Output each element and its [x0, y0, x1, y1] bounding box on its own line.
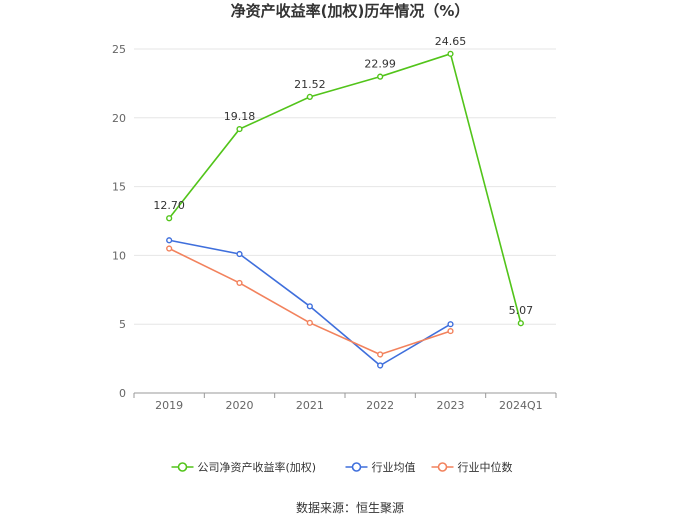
- data-point: [447, 327, 454, 335]
- data-point: [166, 215, 173, 222]
- y-tick-label-5: 5: [119, 318, 126, 331]
- series-0: [166, 50, 524, 327]
- y-tick-label-10: 10: [112, 249, 126, 262]
- grid-lines: [134, 48, 556, 325]
- data-point: [447, 321, 454, 328]
- y-tick-label-20: 20: [112, 112, 126, 125]
- y-tick-label-25: 25: [112, 43, 126, 56]
- data-point: [447, 50, 454, 57]
- legend-circle-icon: [437, 462, 448, 472]
- data-point: [306, 303, 313, 310]
- x-tick-label-2021: 2021: [296, 399, 324, 412]
- data-labels: 12.70 19.18 21.52 22.99 24.65 5.07: [153, 35, 533, 317]
- series-line-2: [168, 247, 451, 356]
- data-point: [517, 320, 524, 327]
- series-layer: [166, 50, 524, 369]
- x-tick-label-2024Q1: 2024Q1: [499, 399, 543, 412]
- data-point: [236, 250, 243, 258]
- x-tick-label-2020: 2020: [226, 399, 254, 412]
- data-label: 24.65: [435, 35, 467, 48]
- legend-label: 行业均值: [372, 461, 416, 474]
- legend-label: 行业中位数: [458, 460, 513, 474]
- data-label: 5.07: [509, 304, 534, 317]
- series-line-0: [168, 52, 522, 324]
- data-source: 数据来源：恒生聚源: [296, 500, 404, 515]
- x-tick-label-2023: 2023: [437, 399, 465, 412]
- legend-item-1[interactable]: 行业均值: [345, 461, 416, 474]
- data-point: [166, 245, 173, 252]
- data-point: [377, 362, 384, 369]
- data-point: [377, 351, 384, 358]
- series-2: [166, 245, 454, 358]
- y-axis: 0 5 10 15 20 25: [112, 43, 126, 400]
- data-point: [377, 73, 384, 80]
- legend[interactable]: 公司净资产收益率(加权) 行业均值 行业中位数: [171, 460, 513, 474]
- data-point: [236, 125, 243, 133]
- y-tick-label-0: 0: [119, 387, 126, 400]
- chart-title: 净资产收益率(加权)历年情况（%）: [231, 2, 470, 20]
- data-label: 12.70: [153, 199, 185, 212]
- legend-item-2[interactable]: 行业中位数: [431, 460, 513, 474]
- y-tick-label-15: 15: [112, 181, 126, 194]
- x-axis: 2019 2020 2021 2022 2023 2024Q1: [133, 392, 557, 412]
- data-point: [306, 319, 313, 326]
- series-1: [166, 237, 454, 369]
- data-point: [166, 237, 173, 244]
- x-tick-label-2022: 2022: [366, 399, 394, 412]
- data-point: [306, 93, 313, 100]
- data-label: 22.99: [364, 58, 396, 71]
- x-tick-label-2019: 2019: [155, 399, 183, 412]
- data-label: 19.18: [224, 110, 256, 123]
- legend-circle-icon: [177, 462, 188, 472]
- legend-item-0[interactable]: 公司净资产收益率(加权): [171, 460, 317, 474]
- data-point: [236, 279, 243, 287]
- legend-circle-icon: [351, 462, 362, 472]
- data-label: 21.52: [294, 78, 326, 91]
- legend-label: 公司净资产收益率(加权): [198, 460, 317, 474]
- series-line-1: [169, 239, 451, 367]
